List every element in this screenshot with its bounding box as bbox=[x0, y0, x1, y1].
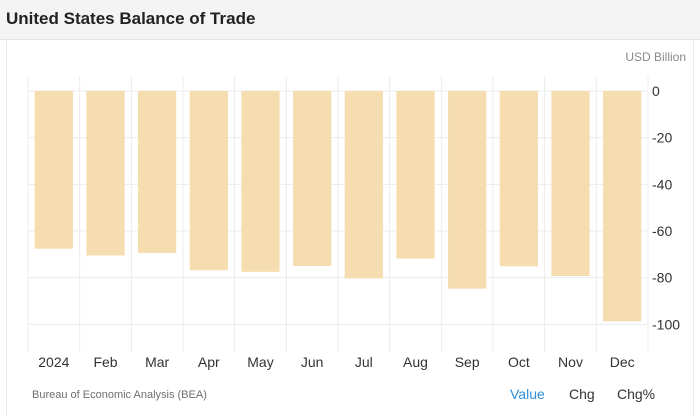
bar bbox=[551, 91, 590, 277]
bar bbox=[34, 91, 73, 249]
y-tick-label: -80 bbox=[652, 270, 672, 286]
y-tick-label: -40 bbox=[652, 176, 672, 192]
x-tick-label: Dec bbox=[610, 354, 635, 370]
y-tick-label: -100 bbox=[652, 316, 680, 332]
x-tick-label: Mar bbox=[145, 354, 169, 370]
bar bbox=[138, 91, 177, 253]
tab-value[interactable]: Value bbox=[510, 386, 545, 402]
header-bar: United States Balance of Trade bbox=[0, 0, 700, 40]
bar bbox=[499, 91, 538, 267]
x-tick-label: Aug bbox=[403, 354, 428, 370]
chart-panel bbox=[6, 40, 694, 416]
bar bbox=[241, 91, 280, 272]
unit-label: USD Billion bbox=[625, 50, 686, 64]
view-tabs: Value Chg Chg% bbox=[0, 386, 700, 406]
bar bbox=[603, 91, 642, 322]
x-tick-label: Nov bbox=[558, 354, 583, 370]
y-tick-label: -20 bbox=[652, 130, 672, 146]
x-tick-label: 2024 bbox=[38, 354, 69, 370]
bar bbox=[86, 91, 125, 256]
x-tick-label: May bbox=[247, 354, 273, 370]
bar bbox=[448, 91, 487, 289]
tab-chg-percent[interactable]: Chg% bbox=[617, 386, 656, 402]
y-tick-label: -60 bbox=[652, 223, 672, 239]
source-label: Bureau of Economic Analysis (BEA) bbox=[32, 389, 207, 401]
chart-title: United States Balance of Trade bbox=[6, 9, 256, 28]
x-tick-label: Sep bbox=[455, 354, 480, 370]
tab-chg[interactable]: Chg bbox=[569, 386, 595, 402]
x-tick-label: Feb bbox=[93, 354, 117, 370]
x-tick-label: Apr bbox=[198, 354, 220, 370]
bar bbox=[293, 91, 332, 266]
bar bbox=[344, 91, 383, 279]
x-tick-label: Oct bbox=[508, 354, 530, 370]
bar bbox=[189, 91, 228, 271]
x-tick-label: Jun bbox=[301, 354, 324, 370]
bar bbox=[396, 91, 435, 259]
y-tick-label: 0 bbox=[652, 83, 660, 99]
x-tick-label: Jul bbox=[355, 354, 373, 370]
